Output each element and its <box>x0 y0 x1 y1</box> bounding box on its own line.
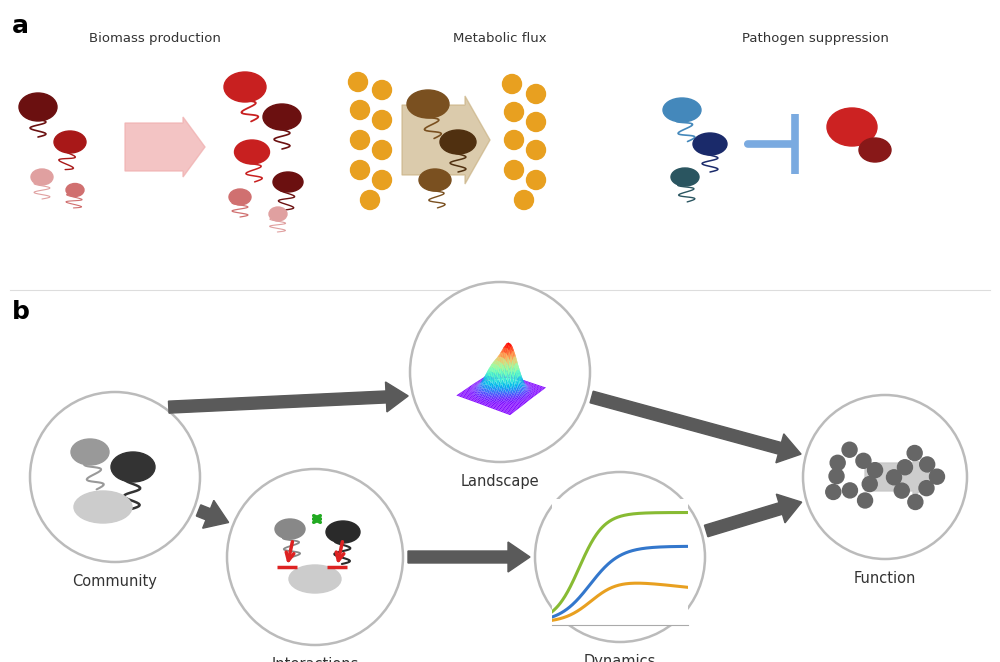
Ellipse shape <box>326 521 360 543</box>
Circle shape <box>894 483 909 498</box>
Circle shape <box>514 191 534 209</box>
Circle shape <box>505 160 524 179</box>
Circle shape <box>227 469 403 645</box>
FancyArrow shape <box>704 494 802 537</box>
Text: Function: Function <box>854 571 916 586</box>
FancyArrow shape <box>408 542 530 572</box>
Circle shape <box>372 111 392 130</box>
Text: Biomass production: Biomass production <box>89 32 221 45</box>
Circle shape <box>919 481 934 496</box>
Circle shape <box>535 472 705 642</box>
Ellipse shape <box>407 90 449 118</box>
FancyArrow shape <box>196 500 229 528</box>
Ellipse shape <box>224 72 266 102</box>
Ellipse shape <box>66 183 84 197</box>
Text: Pathogen suppression: Pathogen suppression <box>742 32 888 45</box>
Circle shape <box>410 282 590 462</box>
Ellipse shape <box>19 93 57 121</box>
Ellipse shape <box>275 519 305 539</box>
FancyArrow shape <box>865 456 933 498</box>
Circle shape <box>526 171 546 189</box>
FancyArrow shape <box>125 117 205 177</box>
Circle shape <box>351 101 370 120</box>
Circle shape <box>503 75 522 93</box>
Ellipse shape <box>663 98 701 122</box>
Circle shape <box>907 446 922 461</box>
Circle shape <box>30 392 200 562</box>
Circle shape <box>842 483 857 498</box>
Ellipse shape <box>693 133 727 155</box>
Ellipse shape <box>263 104 301 130</box>
FancyArrow shape <box>402 96 490 184</box>
FancyArrow shape <box>590 391 801 463</box>
Ellipse shape <box>234 140 270 164</box>
Circle shape <box>351 160 370 179</box>
Circle shape <box>526 140 546 160</box>
Circle shape <box>372 140 392 160</box>
Text: Interactions: Interactions <box>271 657 359 662</box>
Circle shape <box>868 463 883 478</box>
Circle shape <box>505 130 524 150</box>
Circle shape <box>372 171 392 189</box>
Ellipse shape <box>440 130 476 154</box>
Ellipse shape <box>54 131 86 153</box>
Ellipse shape <box>289 565 341 593</box>
Circle shape <box>862 477 877 492</box>
Ellipse shape <box>74 491 132 523</box>
Circle shape <box>360 191 380 209</box>
Ellipse shape <box>269 207 287 221</box>
Circle shape <box>526 113 546 132</box>
Circle shape <box>526 85 546 103</box>
Ellipse shape <box>273 172 303 192</box>
Circle shape <box>887 470 902 485</box>
Circle shape <box>826 485 841 499</box>
Circle shape <box>856 453 871 468</box>
Circle shape <box>349 73 368 91</box>
Circle shape <box>842 442 857 457</box>
Ellipse shape <box>859 138 891 162</box>
Text: a: a <box>12 14 29 38</box>
FancyArrow shape <box>168 382 408 413</box>
Ellipse shape <box>111 452 155 482</box>
Circle shape <box>858 493 873 508</box>
Text: Landscape: Landscape <box>461 474 539 489</box>
Circle shape <box>829 469 844 484</box>
Ellipse shape <box>671 168 699 186</box>
Circle shape <box>920 457 935 472</box>
Text: b: b <box>12 300 30 324</box>
Text: Dynamics: Dynamics <box>584 654 656 662</box>
Circle shape <box>803 395 967 559</box>
Circle shape <box>908 495 923 510</box>
Ellipse shape <box>827 108 877 146</box>
Ellipse shape <box>419 169 451 191</box>
Text: Metabolic flux: Metabolic flux <box>453 32 547 45</box>
Circle shape <box>505 103 524 122</box>
Circle shape <box>929 469 944 484</box>
Circle shape <box>351 130 370 150</box>
Circle shape <box>897 459 912 475</box>
Circle shape <box>830 455 845 470</box>
Circle shape <box>372 81 392 99</box>
Ellipse shape <box>229 189 251 205</box>
Ellipse shape <box>71 439 109 465</box>
Ellipse shape <box>31 169 53 185</box>
Text: Community: Community <box>73 574 157 589</box>
